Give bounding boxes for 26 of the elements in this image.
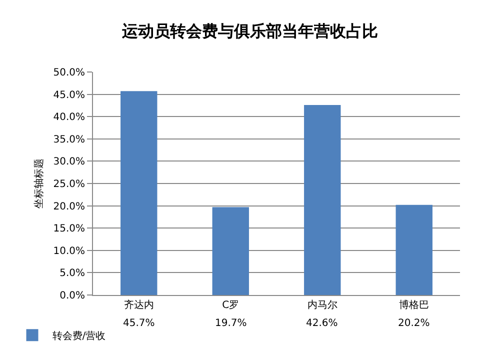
bar (212, 207, 249, 295)
y-tick-label: 5.0% (60, 268, 85, 280)
legend-label: 转会费/营收 (52, 330, 106, 342)
x-tick-label: C罗 (222, 300, 240, 311)
x-tick-label: 博格巴 (399, 299, 430, 311)
y-tick-label: 30.0% (53, 156, 85, 168)
bar (304, 105, 341, 295)
data-label: 19.7% (215, 318, 247, 329)
x-tick-label: 内马尔 (307, 299, 338, 311)
data-label: 45.7% (123, 318, 155, 329)
data-label: 20.2% (398, 318, 430, 329)
y-tick-label: 0.0% (60, 290, 85, 302)
y-tick-label: 25.0% (53, 179, 85, 190)
y-tick-label: 10.0% (53, 246, 85, 257)
y-tick-label: 15.0% (53, 224, 85, 235)
chart-title: 运动员转会费与俱乐部当年营收占比 (121, 22, 378, 41)
bar (396, 204, 432, 295)
data-label: 42.6% (306, 318, 338, 329)
y-tick-label: 50.0% (53, 68, 85, 78)
y-tick-label: 40.0% (53, 112, 85, 124)
y-tick-label: 20.0% (53, 201, 85, 212)
x-tick-label: 齐达内 (124, 299, 154, 311)
bar (120, 91, 158, 295)
y-tick-label: 35.0% (53, 134, 85, 146)
y-tick-label: 45.0% (53, 90, 85, 101)
y-axis-title: 坐标轴标题 (33, 158, 46, 208)
